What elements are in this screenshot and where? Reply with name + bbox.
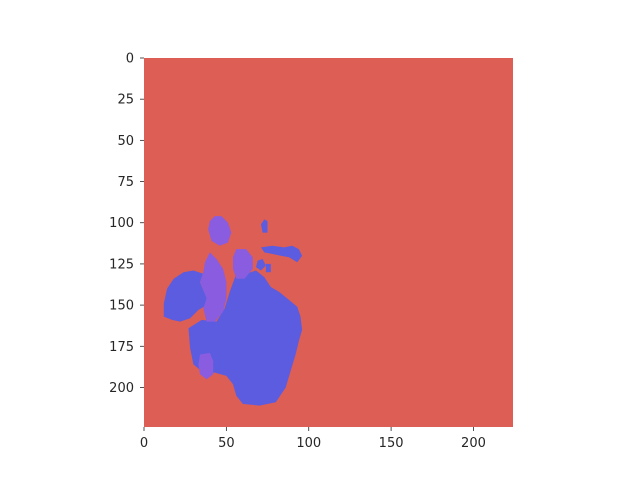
y-tick-label: 75: [117, 175, 134, 190]
y-tick-label: 25: [117, 93, 134, 108]
heatmap-region-5: [163, 270, 209, 322]
heatmap-region-9: [200, 252, 227, 322]
y-tick-label: 100: [109, 216, 134, 231]
heatmap-region-10: [198, 352, 214, 380]
heatmap-region-8: [233, 249, 253, 279]
x-tick-label: 0: [140, 436, 148, 451]
heatmap-region-2: [261, 245, 303, 263]
y-tick-label: 150: [109, 299, 134, 314]
heatmap-region-1: [261, 219, 268, 233]
heatmap-region-7: [208, 216, 232, 246]
x-tick-label: 200: [461, 436, 486, 451]
heatmap-region-6: [188, 270, 303, 406]
y-tick-label: 50: [117, 134, 134, 149]
y-tick-label: 200: [109, 381, 134, 396]
y-tick-label: 125: [109, 257, 134, 272]
y-axis: 0 25 50 75 100 125 150 175 200: [109, 52, 144, 396]
heatmap-region-4: [265, 263, 271, 273]
x-axis: 0 50 100 150 200: [140, 427, 486, 451]
heatmap-region-3: [256, 259, 266, 271]
x-tick-label: 150: [379, 436, 404, 451]
heatmap-background: [144, 58, 513, 427]
heatmap-regions: [163, 216, 303, 406]
y-tick-label: 175: [109, 340, 134, 355]
y-tick-label: 0: [126, 52, 134, 67]
x-tick-label: 50: [218, 436, 235, 451]
x-tick-label: 100: [296, 436, 321, 451]
